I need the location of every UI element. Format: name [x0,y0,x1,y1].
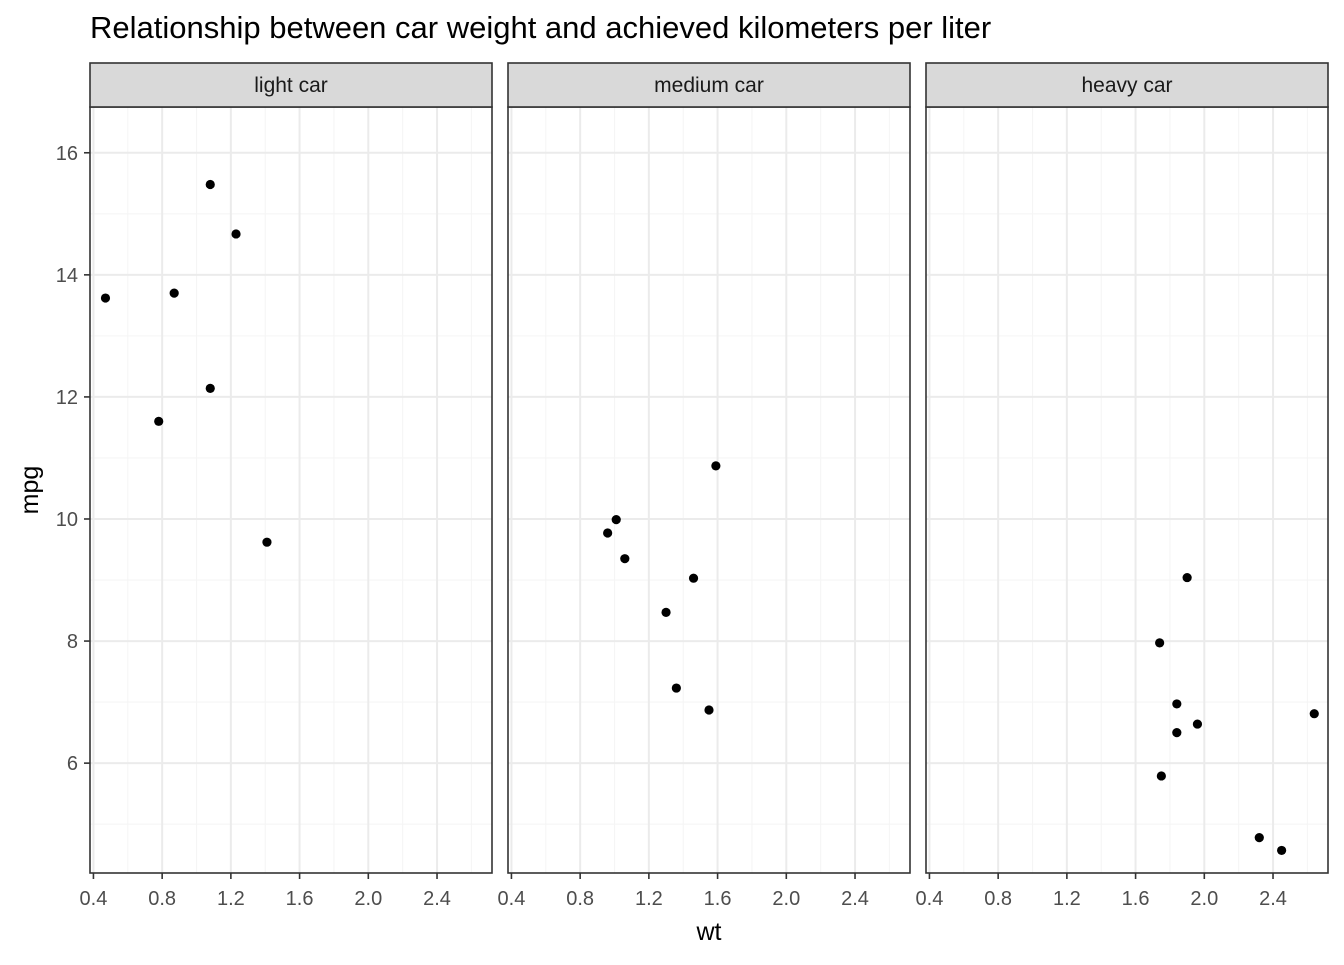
data-point [704,705,714,715]
x-tick-label: 1.6 [1122,888,1150,910]
data-point [661,607,671,617]
facet-strip-label: medium car [654,74,764,97]
data-point [154,416,164,426]
y-tick-label: 14 [56,265,78,287]
data-point [711,461,721,471]
data-point [620,554,630,564]
data-point [100,293,111,303]
data-point [1192,719,1203,729]
y-tick-label: 12 [56,387,78,409]
data-point [1156,771,1166,781]
x-axis-title: wt [696,918,722,946]
facet-strip-label: light car [254,74,328,97]
x-tick-label: 0.4 [80,888,108,910]
x-tick-label: 1.2 [217,888,245,910]
data-point [169,288,179,298]
y-tick-label: 16 [56,143,78,165]
facet-strip [507,62,911,108]
x-tick-label: 0.8 [566,888,594,910]
x-tick-label: 2.0 [354,888,382,910]
data-point [611,515,621,525]
chart-title: Relationship between car weight and achi… [90,10,992,45]
data-point [1172,728,1182,738]
x-tick-label: 0.8 [148,888,176,910]
panel-background [926,107,1328,873]
data-point [262,537,272,547]
data-point [1182,572,1192,583]
panel-background [508,107,910,873]
x-tick-label: 1.6 [286,888,314,910]
x-tick-label: 1.2 [1053,888,1081,910]
y-tick-label: 10 [56,509,78,531]
data-point [1254,832,1264,843]
data-point [205,383,215,393]
x-tick-label: 2.4 [1259,888,1287,910]
x-tick-label: 2.4 [841,888,869,910]
data-point [688,573,699,583]
data-point [603,528,613,538]
x-tick-label: 0.4 [916,888,944,910]
facet-strip-label: heavy car [1081,74,1172,97]
facet-strip [925,62,1329,108]
data-point [671,683,681,693]
x-tick-label: 0.8 [984,888,1012,910]
x-tick-label: 0.4 [498,888,526,910]
data-point [1155,638,1165,648]
data-point [205,179,215,190]
data-point [231,229,241,239]
facet-strip [89,62,493,108]
y-tick-label: 6 [67,753,78,775]
data-point [1309,709,1319,719]
y-tick-label: 8 [67,631,78,653]
x-tick-label: 2.0 [772,888,800,910]
x-tick-label: 2.4 [423,888,451,910]
y-axis-title: mpg [16,466,44,515]
data-point [1277,845,1287,856]
x-tick-label: 1.2 [635,888,663,910]
x-tick-label: 1.6 [704,888,732,910]
data-point [1172,699,1182,709]
panel-background [90,107,492,873]
x-tick-label: 2.0 [1190,888,1218,910]
